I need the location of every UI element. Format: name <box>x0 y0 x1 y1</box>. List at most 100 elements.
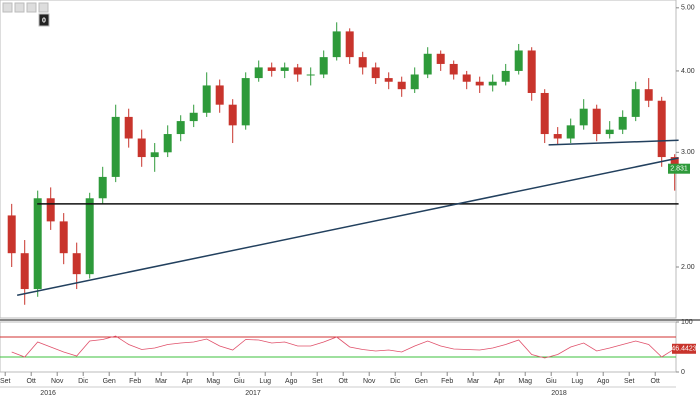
candle-body <box>423 53 432 75</box>
last-price-label: 2.831 <box>670 166 688 173</box>
x-tick-label: Ott <box>651 378 660 385</box>
trend-line <box>548 139 679 146</box>
candle-body <box>267 67 276 71</box>
candle-body <box>670 157 679 169</box>
candle-body <box>579 108 588 126</box>
candle-body <box>241 78 250 126</box>
candle-body <box>293 67 302 75</box>
candle-body <box>540 92 549 135</box>
candle-body <box>371 67 380 79</box>
candle-body <box>332 31 341 58</box>
candle-body <box>254 67 263 79</box>
x-tick-label: Giu <box>234 378 245 385</box>
candle-body <box>657 100 666 158</box>
x-tick-label: Mar <box>467 378 480 385</box>
candle-body <box>228 104 237 126</box>
x-tick-label: Ago <box>597 378 610 385</box>
x-tick-label: Nov <box>363 378 376 385</box>
candle-body <box>475 81 484 86</box>
candle-body <box>397 81 406 90</box>
candle-body <box>410 74 419 90</box>
candle-body <box>85 198 94 275</box>
x-tick-label: Set <box>0 378 11 385</box>
x-tick-label: Lug <box>571 378 583 385</box>
x-tick-label: Feb <box>441 378 453 385</box>
x-tick-label: Ott <box>27 378 36 385</box>
rsi-line <box>11 335 675 359</box>
candle-body <box>384 78 393 82</box>
candle-body <box>566 125 575 139</box>
x-tick-label: Gen <box>415 378 428 385</box>
candle-body <box>98 176 107 199</box>
candle-body <box>72 253 81 275</box>
tool-button[interactable] <box>2 2 13 13</box>
candle-body <box>631 89 640 117</box>
year-label: 2018 <box>551 390 567 397</box>
badge-box <box>38 13 50 27</box>
last-price-box <box>668 163 690 174</box>
candle-body <box>462 74 471 82</box>
candle-body <box>20 253 29 290</box>
x-tick-label: Mag <box>206 378 220 385</box>
trend-line <box>17 157 679 296</box>
y-tick-label: 2.00 <box>681 264 695 271</box>
candle-body <box>501 70 510 82</box>
candle-body <box>514 50 523 71</box>
x-tick-label: Ago <box>285 378 298 385</box>
candle-body <box>592 108 601 135</box>
candle-body <box>527 50 536 93</box>
candle-body <box>618 116 627 130</box>
candle-body <box>358 57 367 68</box>
candle-body <box>189 112 198 122</box>
x-tick-label: Mar <box>155 378 168 385</box>
x-tick-label: Giu <box>546 378 557 385</box>
candle-body <box>7 215 16 254</box>
x-tick-label: Apr <box>494 378 506 385</box>
candle-body <box>46 198 55 222</box>
y-tick-label: 4.00 <box>681 68 695 75</box>
candle-body <box>176 121 185 135</box>
candle-body <box>111 116 120 177</box>
year-label: 2017 <box>245 390 261 397</box>
candle-body <box>163 134 172 153</box>
y-tick-label: 3.00 <box>681 149 695 156</box>
candle-body <box>215 85 224 105</box>
y-tick-label: 5.00 <box>681 5 695 12</box>
toolbar: 0 <box>2 2 50 27</box>
x-tick-label: Feb <box>129 378 141 385</box>
tool-button[interactable] <box>26 2 37 13</box>
x-tick-label: Gen <box>103 378 116 385</box>
candle-body <box>150 152 159 158</box>
candle-body <box>33 198 42 290</box>
x-tick-label: Set <box>624 378 635 385</box>
tool-button[interactable] <box>38 2 49 13</box>
rsi-tick-label: 0 <box>681 369 685 376</box>
candle-body <box>124 116 133 139</box>
candle-body <box>449 63 458 75</box>
x-tick-label: Nov <box>51 378 64 385</box>
candle-body <box>553 134 562 139</box>
rsi-tick-label: 100 <box>681 319 693 326</box>
x-tick-label: Lug <box>259 378 271 385</box>
rsi-last-box <box>672 343 696 354</box>
x-tick-label: Dic <box>390 378 401 385</box>
candle-body <box>280 67 289 71</box>
candle-body <box>605 129 614 135</box>
tool-button[interactable] <box>14 2 25 13</box>
x-tick-label: Ott <box>339 378 348 385</box>
candle-body <box>137 138 146 158</box>
x-tick-label: Dic <box>78 378 89 385</box>
candle-body <box>59 221 68 254</box>
candle-body <box>202 85 211 113</box>
candle-body <box>345 31 354 58</box>
x-tick-label: Mag <box>518 378 532 385</box>
candle-body <box>488 81 497 86</box>
candle-body <box>306 74 315 76</box>
rsi-last-label: 46.4423 <box>671 346 696 353</box>
x-tick-label: Apr <box>182 378 194 385</box>
x-tick-label: Set <box>312 378 323 385</box>
candle-body <box>319 57 328 75</box>
candle-body <box>436 53 445 64</box>
